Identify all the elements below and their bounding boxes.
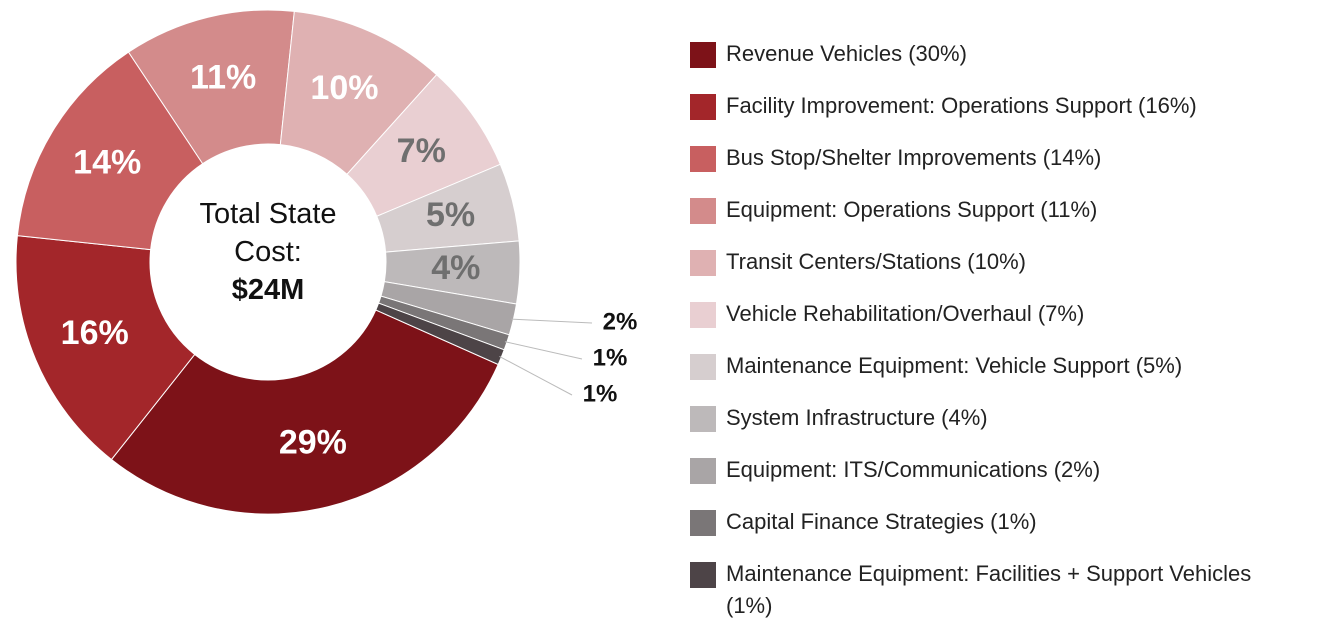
legend-swatch (690, 42, 716, 68)
legend-swatch (690, 562, 716, 588)
legend-swatch (690, 146, 716, 172)
center-label: Total State Cost: $24M (168, 195, 368, 309)
slice-label: 29% (279, 424, 347, 462)
leader-line (511, 318, 593, 324)
legend-item: Vehicle Rehabilitation/Overhaul (7%) (690, 298, 1286, 330)
legend-item: Bus Stop/Shelter Improvements (14%) (690, 142, 1286, 174)
legend-item: Capital Finance Strategies (1%) (690, 506, 1286, 538)
slice-label: 2% (603, 308, 638, 335)
slice-label: 1% (593, 344, 628, 371)
legend-label: Revenue Vehicles (30%) (726, 41, 967, 66)
legend-swatch (690, 250, 716, 276)
legend-label: Vehicle Rehabilitation/Overhaul (7%) (726, 301, 1085, 326)
legend-item: Facility Improvement: Operations Support… (690, 90, 1286, 122)
center-value: $24M (231, 274, 305, 306)
leader-line (499, 356, 573, 396)
slice-label: 7% (397, 132, 446, 170)
legend-swatch (690, 198, 716, 224)
legend-swatch (690, 94, 716, 120)
legend-label: Transit Centers/Stations (10%) (726, 249, 1026, 274)
slice (16, 51, 204, 251)
legend: Revenue Vehicles (30%) Facility Improveme… (690, 38, 1286, 622)
legend-label: Bus Stop/Shelter Improvements (14%) (726, 145, 1102, 170)
legend-label: Facility Improvement: Operations Support… (726, 93, 1197, 118)
legend-swatch (690, 354, 716, 380)
legend-item: Maintenance Equipment: Facilities + Supp… (690, 558, 1286, 622)
slice-label: 10% (310, 69, 378, 107)
legend-label: Equipment: ITS/Communications (2%) (726, 457, 1101, 482)
legend-label: Capital Finance Strategies (1%) (726, 509, 1037, 534)
legend-swatch (690, 406, 716, 432)
legend-item: Transit Centers/Stations (10%) (690, 246, 1286, 278)
legend-swatch (690, 510, 716, 536)
slice (110, 309, 499, 515)
legend-item: Revenue Vehicles (30%) (690, 38, 1286, 70)
slice-label: 16% (61, 314, 129, 352)
legend-item: System Infrastructure (4%) (690, 402, 1286, 434)
slice (15, 235, 196, 461)
legend-label: Maintenance Equipment: Facilities + Supp… (726, 561, 1252, 618)
legend-swatch (690, 302, 716, 328)
legend-item: Equipment: Operations Support (11%) (690, 194, 1286, 226)
legend-item: Maintenance Equipment: Vehicle Support (… (690, 350, 1286, 382)
slice (375, 302, 505, 366)
slice-label: 11% (190, 58, 256, 96)
legend-label: System Infrastructure (4%) (726, 405, 988, 430)
slice-label: 4% (431, 249, 480, 287)
slice-label: 1% (583, 380, 618, 407)
slice-label: 5% (426, 196, 475, 234)
slice-label: 14% (73, 144, 141, 182)
legend-swatch (690, 458, 716, 484)
legend-item: Equipment: ITS/Communications (2%) (690, 454, 1286, 486)
legend-label: Maintenance Equipment: Vehicle Support (… (726, 353, 1183, 378)
legend-label: Equipment: Operations Support (11%) (726, 197, 1098, 222)
center-text: Total State Cost: (199, 198, 337, 268)
leader-line (504, 341, 583, 360)
